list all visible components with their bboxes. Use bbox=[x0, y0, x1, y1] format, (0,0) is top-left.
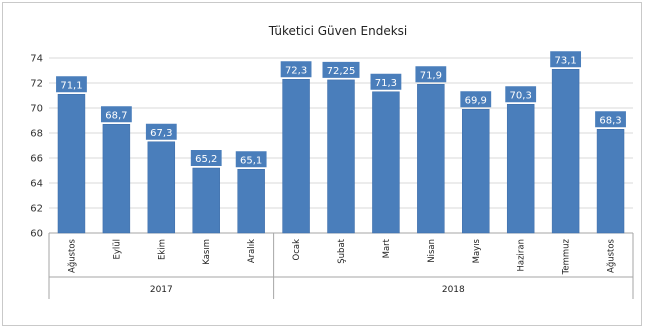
data-label: 65,1 bbox=[240, 155, 262, 166]
data-label-box bbox=[100, 106, 132, 123]
data-label: 69,9 bbox=[465, 95, 487, 106]
bar bbox=[102, 124, 131, 234]
data-label: 71,3 bbox=[375, 78, 397, 89]
data-label: 71,9 bbox=[420, 70, 442, 81]
chart-frame: Tüketici Güven Endeksi 60 62 64 66 68 70 72 74 … bbox=[2, 2, 642, 326]
x-tick-label: Mayıs bbox=[472, 238, 482, 263]
chart-title: Tüketici Güven Endeksi bbox=[268, 24, 408, 38]
y-axis-ticks: 60 62 64 66 68 70 72 74 bbox=[30, 54, 43, 240]
y-tick-label: 68 bbox=[30, 129, 43, 140]
bar bbox=[462, 109, 490, 234]
data-label: 72,25 bbox=[327, 66, 356, 77]
x-tick-label: Eylül bbox=[112, 239, 122, 260]
x-axis-groups: 2017 2018 bbox=[150, 233, 465, 299]
data-label-box bbox=[370, 73, 402, 90]
x-tick-label: Ağustos bbox=[67, 238, 77, 273]
y-tick-label: 64 bbox=[30, 179, 43, 190]
data-label: 71,1 bbox=[60, 80, 82, 91]
x-tick-label: Temmuz bbox=[562, 238, 572, 275]
data-label: 72,3 bbox=[285, 65, 307, 76]
data-labels: 71,1 68,7 67,3 65,2 65,1 72,3 72,25 71,3 71,9 69,… bbox=[56, 51, 626, 168]
x-tick-label: Ekim bbox=[157, 239, 167, 260]
data-label: 67,3 bbox=[150, 128, 172, 139]
bar bbox=[551, 69, 580, 234]
data-label: 68,7 bbox=[105, 110, 127, 121]
bar bbox=[327, 79, 355, 234]
x-tick-label: Kasım bbox=[202, 239, 212, 265]
x-axis-categories: Ağustos Eylül Ekim Kasım Aralık Ocak Şubat Mart… bbox=[67, 238, 616, 275]
bar bbox=[372, 91, 400, 234]
data-label-box bbox=[235, 151, 267, 168]
data-label-box bbox=[190, 150, 222, 166]
y-tick-label: 62 bbox=[30, 204, 43, 215]
data-label-box bbox=[550, 51, 582, 68]
data-label-box bbox=[145, 123, 177, 140]
data-label: 73,1 bbox=[554, 55, 576, 66]
data-label-box bbox=[460, 91, 492, 108]
data-label-box bbox=[415, 66, 447, 83]
y-tick-label: 66 bbox=[30, 154, 43, 165]
bar bbox=[282, 79, 310, 234]
bar bbox=[57, 94, 86, 234]
data-label-box bbox=[56, 76, 87, 93]
x-tick-label: Şubat bbox=[337, 238, 347, 263]
y-tick-label: 74 bbox=[30, 54, 43, 65]
x-tick-label: Ocak bbox=[292, 239, 302, 261]
group-label: 2017 bbox=[150, 285, 173, 295]
bar bbox=[596, 129, 625, 234]
x-tick-label: Ağustos bbox=[607, 238, 617, 273]
y-tick-label: 70 bbox=[30, 104, 43, 115]
x-tick-label: Mart bbox=[382, 238, 392, 258]
bar bbox=[237, 169, 265, 234]
y-tick-label: 60 bbox=[30, 229, 43, 240]
y-tick-label: 72 bbox=[30, 79, 43, 90]
data-label-box bbox=[505, 86, 537, 103]
bar bbox=[192, 167, 220, 234]
data-label-box bbox=[322, 61, 360, 78]
data-label: 70,3 bbox=[510, 90, 532, 101]
bar bbox=[506, 104, 535, 234]
bar bbox=[417, 84, 445, 234]
group-label: 2018 bbox=[442, 285, 465, 295]
data-label: 68,3 bbox=[599, 115, 621, 126]
x-tick-label: Aralık bbox=[247, 239, 257, 263]
chart-svg: Tüketici Güven Endeksi 6062646668707274 … bbox=[30, 24, 634, 299]
bar bbox=[147, 141, 176, 234]
x-tick-label: Haziran bbox=[517, 239, 527, 272]
data-label-box bbox=[595, 111, 626, 128]
data-label-box bbox=[280, 61, 312, 78]
data-label: 65,2 bbox=[195, 154, 217, 165]
x-tick-label: Nisan bbox=[427, 239, 437, 263]
bars bbox=[57, 69, 625, 234]
